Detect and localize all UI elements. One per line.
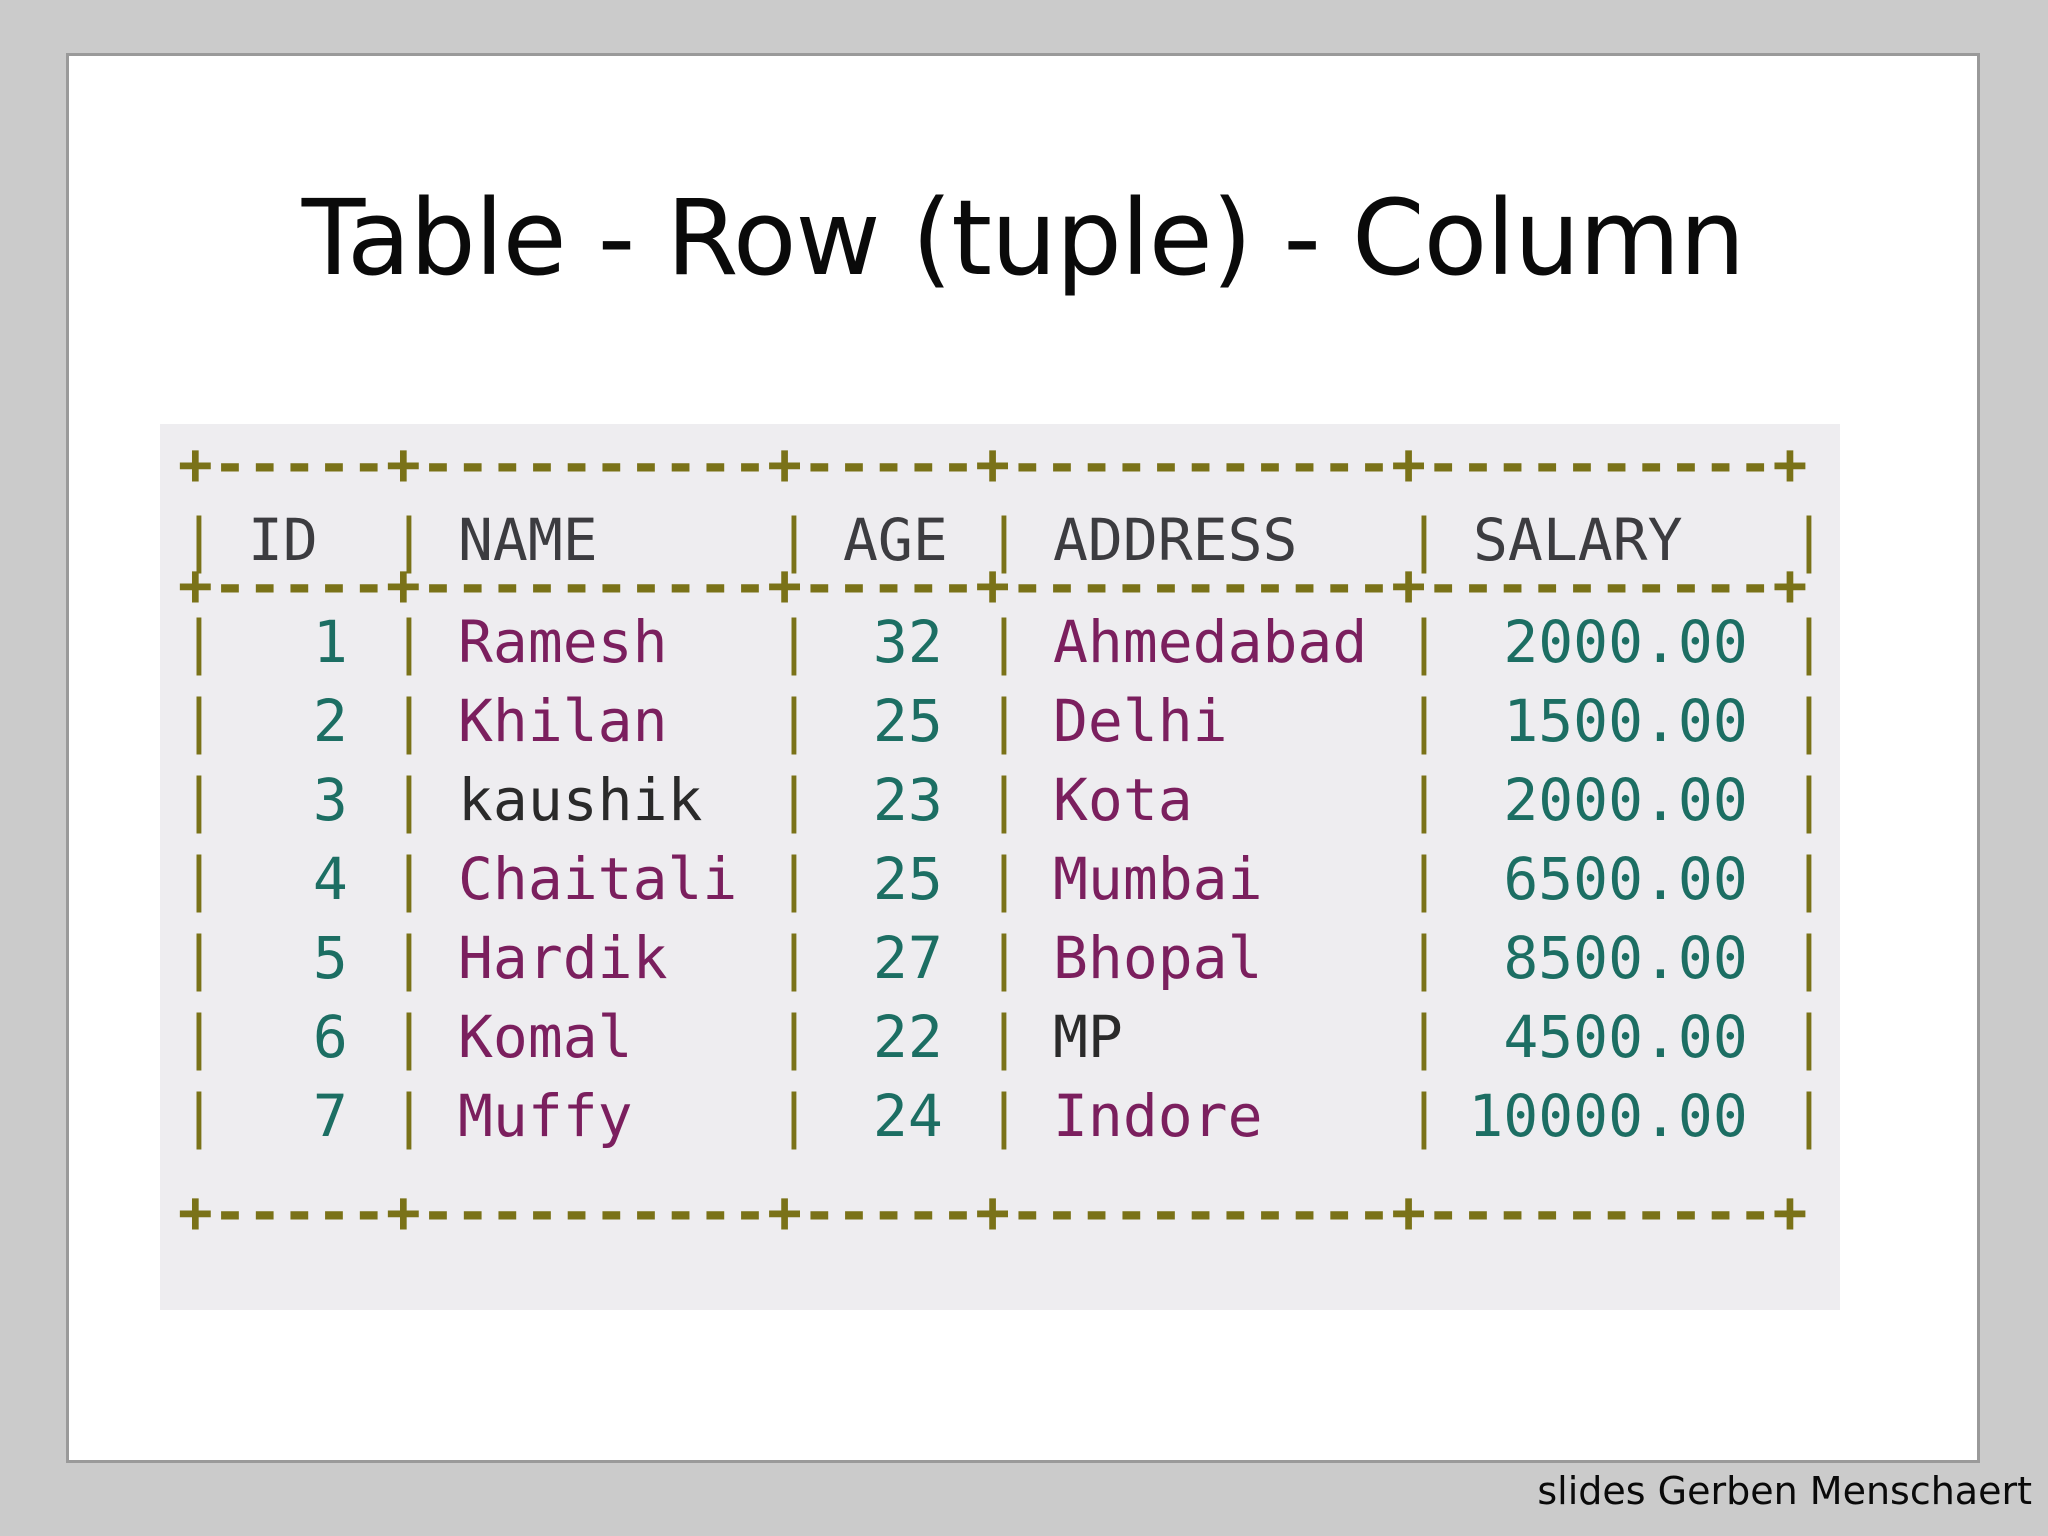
row-7-pipe-1: | [392, 1082, 427, 1150]
row-5-id-cell: 5 [313, 924, 348, 992]
row-7-age-cell: 24 [873, 1082, 943, 1150]
row-6-pipe-1: | [392, 1003, 427, 1071]
row-4-pipe-3: | [987, 845, 1022, 913]
ascii-table: +-----+----------+-----+-----------+----… [178, 430, 1827, 1246]
row-1-age-cell: 32 [873, 608, 943, 676]
row-6-id-cell: 6 [313, 1003, 348, 1071]
row-2-pipe-2: | [777, 687, 812, 755]
slide-title: Table - Row (tuple) - Column [301, 177, 1746, 299]
row-3-age-cell: 23 [873, 766, 943, 834]
row-2-pipe-4: | [1407, 687, 1442, 755]
row-5-salary-cell: 8500.00 [1503, 924, 1747, 992]
row-5-name-cell: Hardik [458, 924, 668, 992]
column-header-salary: SALARY [1473, 506, 1683, 574]
row-7-name-cell: Muffy [458, 1082, 633, 1150]
row-1-pipe-4: | [1407, 608, 1442, 676]
row-5-address-cell: Bhopal [1053, 924, 1263, 992]
row-3-salary-cell: 2000.00 [1503, 766, 1747, 834]
column-header-address: ADDRESS [1053, 506, 1297, 574]
slide-credit: slides Gerben Menschaert [1537, 1469, 2032, 1513]
row-1-id-cell: 1 [313, 608, 348, 676]
row-5-pipe-0: | [182, 924, 217, 992]
row-1-pipe-3: | [987, 608, 1022, 676]
header-pipe-2: | [777, 506, 812, 574]
row-4-id-cell: 4 [313, 845, 348, 913]
row-3-pipe-0: | [182, 766, 217, 834]
row-6-address-cell: MP [1053, 1003, 1123, 1071]
row-4-address-cell: Mumbai [1053, 845, 1263, 913]
table-bottom-border: +-----+----------+-----+-----------+----… [178, 1178, 1807, 1246]
row-7-pipe-4: | [1407, 1082, 1442, 1150]
row-6-pipe-3: | [987, 1003, 1022, 1071]
row-2-pipe-3: | [987, 687, 1022, 755]
row-2-salary-cell: 1500.00 [1503, 687, 1747, 755]
row-5-pipe-5: | [1792, 924, 1827, 992]
row-7-pipe-0: | [182, 1082, 217, 1150]
row-3-name-cell: kaushik [458, 766, 703, 834]
row-7-pipe-5: | [1792, 1082, 1827, 1150]
row-5-age-cell: 27 [873, 924, 943, 992]
row-3-pipe-4: | [1407, 766, 1442, 834]
row-2-pipe-5: | [1792, 687, 1827, 755]
header-pipe-3: | [987, 506, 1022, 574]
row-2-id-cell: 2 [313, 687, 348, 755]
row-3-pipe-3: | [987, 766, 1022, 834]
row-7-salary-cell: 10000.00 [1468, 1082, 1747, 1150]
row-7-id-cell: 7 [313, 1082, 348, 1150]
header-pipe-1: | [392, 506, 427, 574]
row-1-pipe-2: | [777, 608, 812, 676]
header-pipe-5: | [1792, 506, 1827, 574]
row-6-pipe-2: | [777, 1003, 812, 1071]
row-3-pipe-2: | [777, 766, 812, 834]
row-5-pipe-3: | [987, 924, 1022, 992]
column-header-name: NAME [458, 506, 598, 574]
row-6-pipe-5: | [1792, 1003, 1827, 1071]
row-4-pipe-1: | [392, 845, 427, 913]
row-4-name-cell: Chaitali [458, 845, 737, 913]
row-7-pipe-3: | [987, 1082, 1022, 1150]
sql-table-output: +-----+----------+-----+-----------+----… [160, 424, 1840, 1310]
row-4-pipe-4: | [1407, 845, 1442, 913]
row-6-name-cell: Komal [458, 1003, 633, 1071]
row-7-pipe-2: | [777, 1082, 812, 1150]
row-6-pipe-0: | [182, 1003, 217, 1071]
row-1-address-cell: Ahmedabad [1053, 608, 1367, 676]
row-6-pipe-4: | [1407, 1003, 1442, 1071]
row-7-address-cell: Indore [1053, 1082, 1263, 1150]
row-2-pipe-1: | [392, 687, 427, 755]
row-3-address-cell: Kota [1053, 766, 1193, 834]
header-pipe-0: | [182, 506, 217, 574]
row-4-salary-cell: 6500.00 [1503, 845, 1747, 913]
column-header-age: AGE [843, 506, 948, 574]
row-2-name-cell: Khilan [458, 687, 668, 755]
row-5-pipe-4: | [1407, 924, 1442, 992]
row-4-age-cell: 25 [873, 845, 943, 913]
row-3-pipe-5: | [1792, 766, 1827, 834]
row-1-name-cell: Ramesh [458, 608, 668, 676]
column-header-id: ID [248, 506, 318, 574]
row-4-pipe-0: | [182, 845, 217, 913]
row-6-age-cell: 22 [873, 1003, 943, 1071]
row-1-pipe-1: | [392, 608, 427, 676]
row-6-salary-cell: 4500.00 [1503, 1003, 1747, 1071]
table-header-separator: +-----+----------+-----+-----------+----… [178, 551, 1807, 619]
table-top-border: +-----+----------+-----+-----------+----… [178, 430, 1807, 498]
row-5-pipe-1: | [392, 924, 427, 992]
row-2-address-cell: Delhi [1053, 687, 1228, 755]
header-pipe-4: | [1407, 506, 1442, 574]
row-5-pipe-2: | [777, 924, 812, 992]
row-1-salary-cell: 2000.00 [1503, 608, 1747, 676]
row-4-pipe-2: | [777, 845, 812, 913]
row-2-age-cell: 25 [873, 687, 943, 755]
row-3-pipe-1: | [392, 766, 427, 834]
row-3-id-cell: 3 [313, 766, 348, 834]
row-4-pipe-5: | [1792, 845, 1827, 913]
row-1-pipe-5: | [1792, 608, 1827, 676]
slide: Table - Row (tuple) - Column +-----+----… [66, 53, 1980, 1463]
row-2-pipe-0: | [182, 687, 217, 755]
row-1-pipe-0: | [182, 608, 217, 676]
